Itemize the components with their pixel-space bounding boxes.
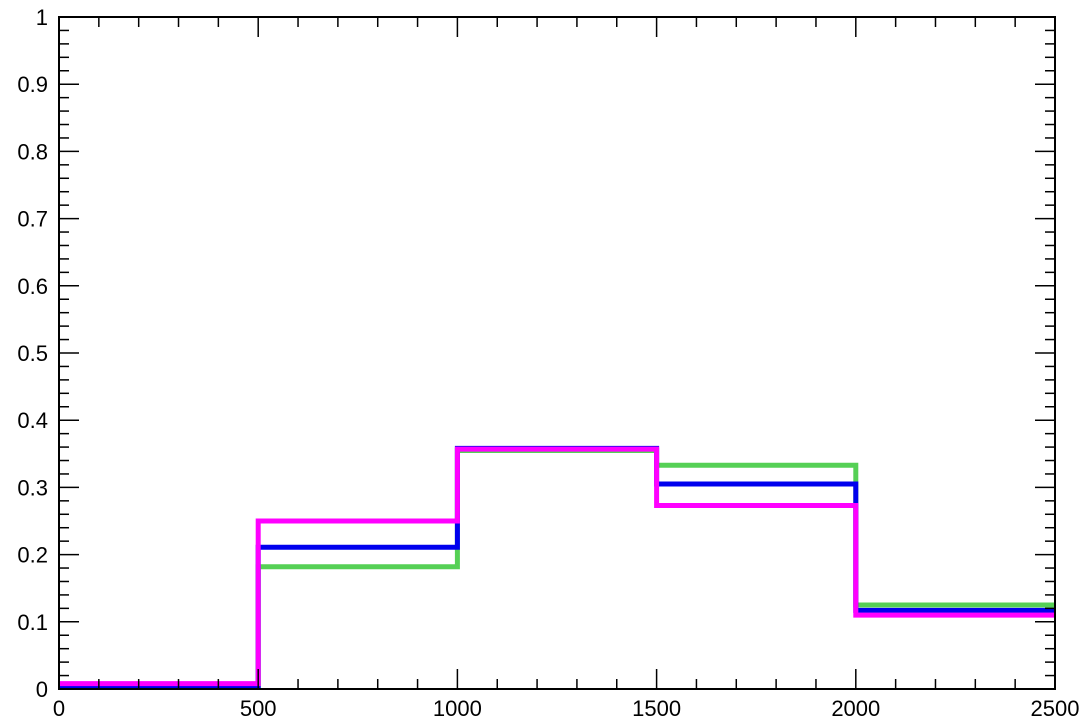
y-tick-label: 1 — [36, 5, 48, 30]
y-tick-label: 0.3 — [17, 475, 48, 500]
y-tick-label: 0.7 — [17, 207, 48, 232]
y-tick-label: 0.2 — [17, 543, 48, 568]
y-tick-label: 0 — [36, 677, 48, 702]
series-1-step-line — [59, 447, 1055, 689]
series-3-step-line — [59, 446, 1055, 687]
y-tick-label: 0.4 — [17, 408, 48, 433]
x-tick-label: 1000 — [433, 696, 482, 721]
y-tick-label: 0.6 — [17, 274, 48, 299]
y-tick-label: 0.9 — [17, 72, 48, 97]
series-2-step-line — [59, 445, 1055, 689]
ticks-layer — [58, 16, 1056, 690]
x-tick-label: 0 — [53, 696, 65, 721]
plot-frame — [58, 16, 1056, 690]
x-tick-label: 1500 — [632, 696, 681, 721]
y-tick-label: 0.5 — [17, 341, 48, 366]
y-tick-label: 0.1 — [17, 610, 48, 635]
labels-layer: 0 500 1000 1500 2000 2500 0 0.1 0.2 0.3 0.4 0.5 0.6 0… — [17, 5, 1079, 721]
x-tick-label: 2500 — [1031, 696, 1080, 721]
series-layer — [59, 445, 1055, 689]
y-tick-label: 0.8 — [17, 139, 48, 164]
x-tick-label: 500 — [240, 696, 277, 721]
x-tick-label: 2000 — [831, 696, 880, 721]
